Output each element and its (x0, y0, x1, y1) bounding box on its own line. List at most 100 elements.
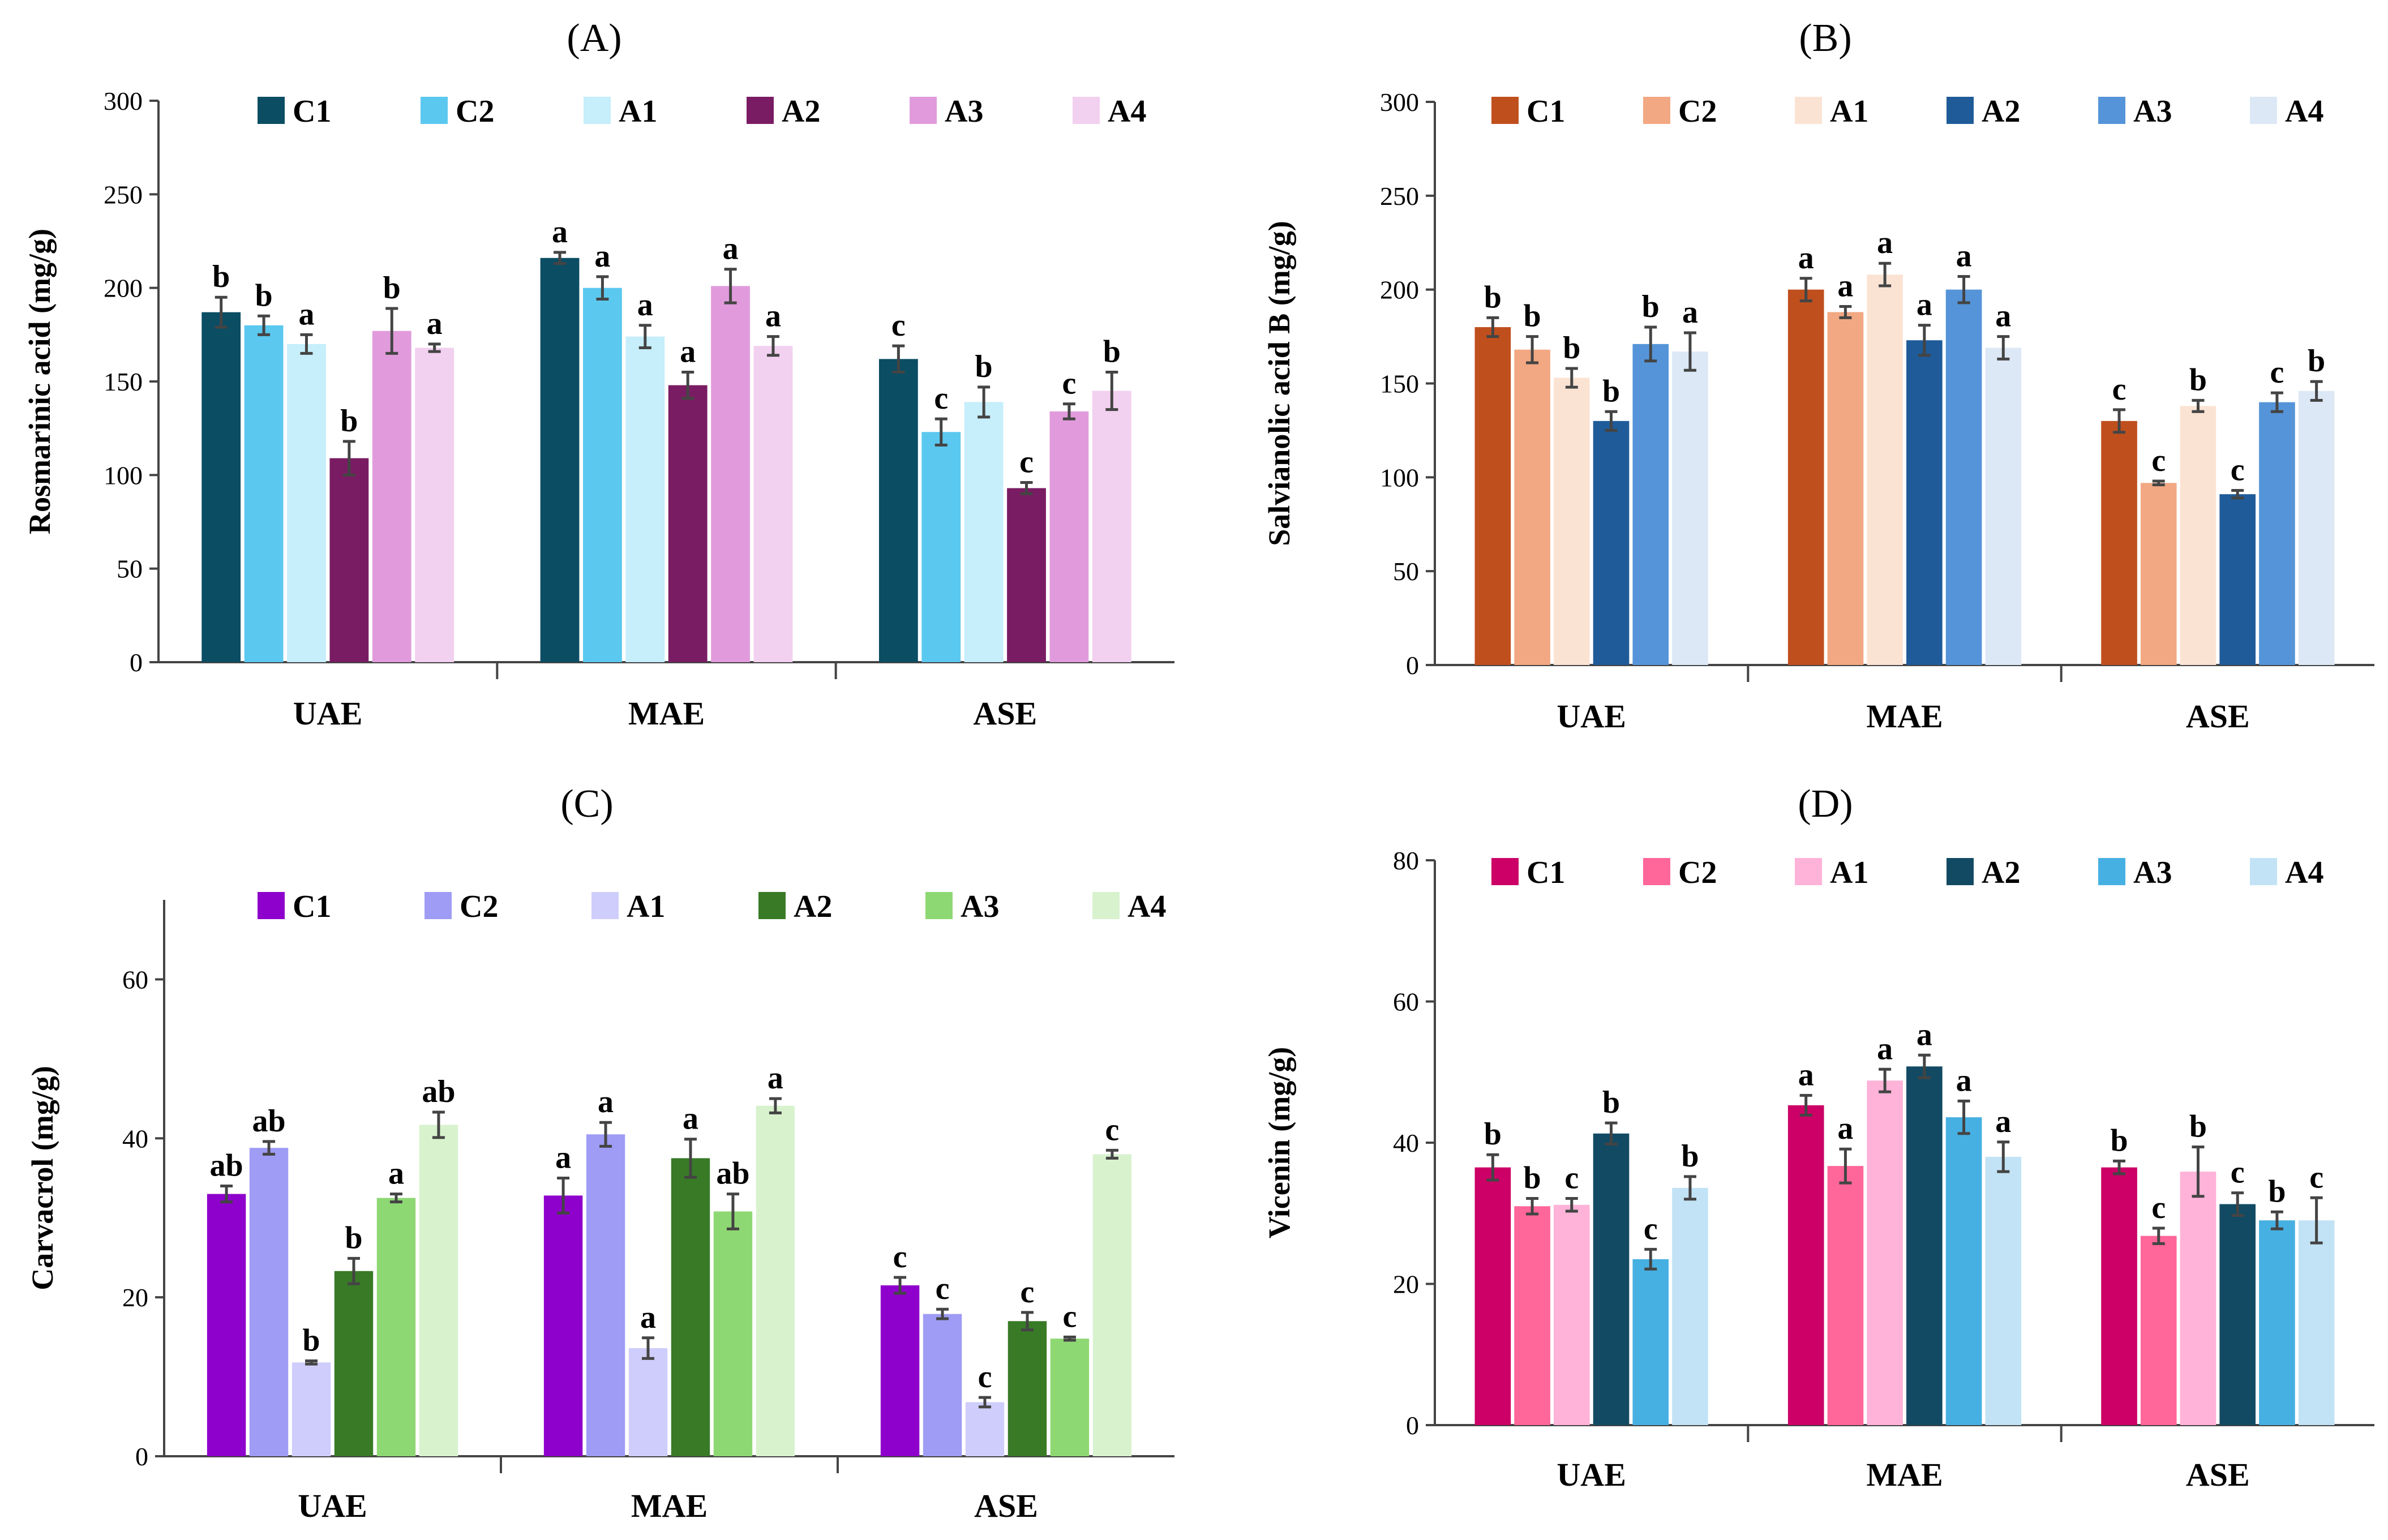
legend-label: C1 (1527, 855, 1565, 890)
significance-label: c (936, 1271, 950, 1306)
y-tick-label: 20 (122, 1283, 148, 1312)
legend-label: A3 (945, 94, 983, 129)
bar (1092, 391, 1131, 662)
legend-swatch (591, 892, 619, 919)
legend-swatch (258, 97, 285, 124)
significance-label: a (1877, 1031, 1893, 1066)
y-tick-label: 50 (117, 555, 143, 584)
significance-label: b (2268, 1174, 2286, 1209)
bar (1007, 488, 1046, 662)
legend-swatch (925, 892, 953, 919)
significance-label: a (765, 299, 781, 334)
bar (964, 402, 1004, 662)
panel-title: (B) (1799, 16, 1851, 60)
significance-label: c (2309, 1160, 2323, 1195)
bar (668, 385, 708, 662)
y-tick-label: 20 (1393, 1270, 1419, 1299)
bar (1092, 1154, 1132, 1456)
bar (1632, 1259, 1669, 1425)
legend-label: A2 (782, 94, 820, 129)
bar (1945, 289, 1982, 666)
bar (1827, 312, 1864, 665)
significance-label: a (552, 215, 568, 250)
bar (756, 1105, 795, 1456)
y-tick-label: 0 (135, 1442, 148, 1471)
bar (878, 359, 918, 662)
bar (1474, 327, 1511, 665)
y-tick-label: 80 (1393, 846, 1419, 875)
bar (334, 1271, 374, 1456)
bar (965, 1402, 1005, 1456)
bar (291, 1362, 331, 1456)
category-label: ASE (2186, 1456, 2250, 1493)
significance-label: b (212, 259, 230, 294)
significance-label: ab (422, 1074, 455, 1109)
legend-label: C2 (1678, 855, 1717, 890)
category-label: UAE (293, 695, 362, 732)
y-axis-label: Carvacrol (mg/g) (25, 1066, 59, 1290)
bar (586, 1134, 625, 1456)
significance-label: c (2112, 372, 2127, 407)
significance-label: a (1682, 295, 1698, 330)
y-axis-label: Rosmarinic acid (mg/g) (23, 229, 57, 534)
significance-label: c (2231, 1155, 2245, 1190)
legend-swatch (1491, 97, 1519, 124)
significance-label: a (555, 1140, 571, 1176)
category-label: MAE (1866, 1456, 1943, 1493)
bar (2298, 391, 2335, 665)
significance-label: b (340, 404, 358, 439)
bar (2219, 494, 2256, 665)
legend-label: A2 (1982, 855, 2020, 890)
legend-swatch (747, 97, 774, 124)
bar (543, 1195, 583, 1456)
significance-label: c (1644, 1211, 1658, 1246)
bar (2101, 421, 2137, 665)
y-tick-label: 60 (1393, 988, 1419, 1016)
bar (1787, 1105, 1824, 1425)
y-tick-label: 100 (104, 461, 143, 490)
legend-swatch (758, 892, 786, 919)
legend-swatch (425, 892, 452, 919)
legend-label: A1 (619, 94, 657, 129)
legend-label: C2 (456, 94, 494, 129)
legend-label: A3 (961, 889, 999, 924)
bar (713, 1211, 753, 1456)
significance-label: a (1995, 299, 2011, 334)
bar (419, 1125, 458, 1456)
panel-title: (D) (1798, 782, 1853, 826)
legend-swatch (1795, 858, 1822, 885)
bar (1007, 1321, 1047, 1456)
significance-label: b (1103, 334, 1121, 369)
y-tick-label: 0 (130, 648, 143, 677)
significance-label: a (683, 1101, 698, 1136)
legend-swatch (1643, 97, 1670, 124)
significance-label: b (1524, 1161, 1541, 1196)
significance-label: b (255, 278, 273, 313)
y-tick-label: 250 (104, 180, 143, 209)
legend-swatch (258, 892, 285, 919)
y-tick-label: 100 (1380, 463, 1419, 492)
legend-label: A4 (2285, 94, 2323, 129)
legend-swatch (1491, 858, 1519, 885)
significance-label: c (1021, 1275, 1035, 1310)
category-label: UAE (298, 1487, 367, 1524)
y-tick-label: 60 (122, 965, 148, 994)
bar (244, 325, 284, 662)
bar (921, 432, 961, 662)
legend-swatch (1073, 97, 1100, 124)
legend-label: A4 (1127, 889, 1166, 924)
panel-title: (A) (567, 16, 621, 60)
bar (287, 344, 326, 662)
bar (1827, 1166, 1864, 1425)
significance-label: a (1798, 241, 1814, 276)
bar (2140, 483, 2177, 665)
significance-label: b (383, 271, 401, 306)
bar (540, 258, 580, 662)
bar (2219, 1204, 2256, 1425)
bar (1514, 1206, 1550, 1425)
y-axis-label: Salvianolic acid B (mg/g) (1262, 221, 1296, 546)
legend-swatch (1947, 97, 1974, 124)
legend-label: C1 (1527, 94, 1565, 129)
category-label: ASE (2186, 698, 2250, 735)
category-label: ASE (974, 1487, 1038, 1524)
